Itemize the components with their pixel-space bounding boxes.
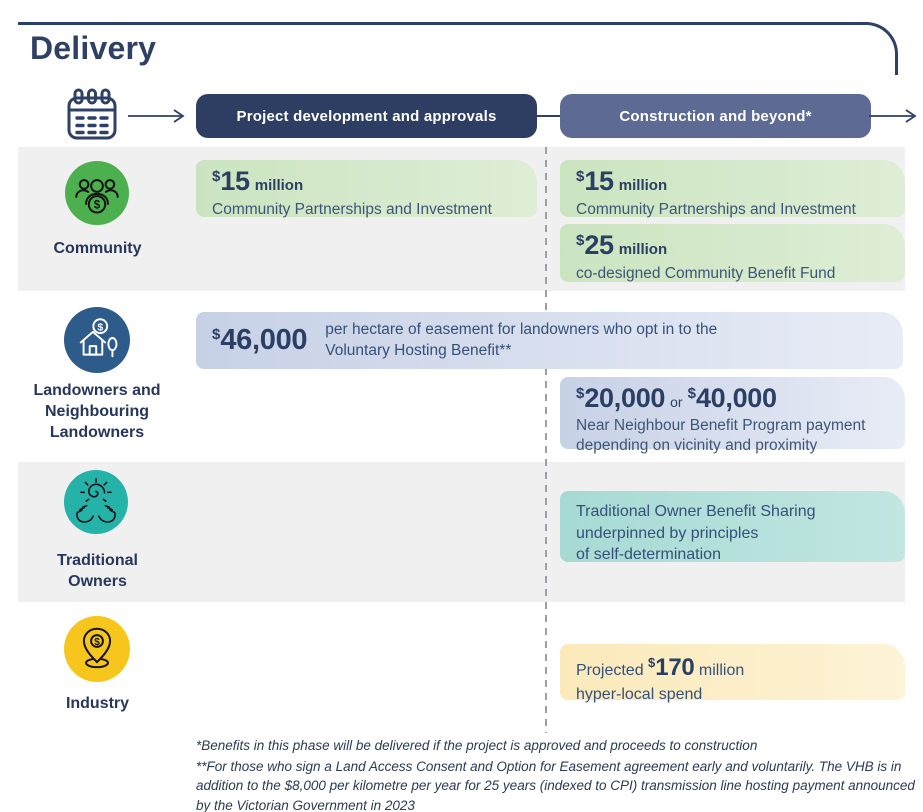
community-con2-desc: co-designed Community Benefit Fund (576, 264, 836, 282)
industry-icon: $ (64, 616, 130, 682)
svg-text:$: $ (97, 321, 103, 333)
industry-row-label: Industry (65, 695, 130, 712)
community-dev-card: $15 million Community Partnerships and In… (196, 160, 537, 218)
traditional-owners-icon (64, 470, 128, 534)
community-con-card-2: $25 million co-designed Community Benefit… (560, 224, 905, 282)
traditional-benefit-card: Traditional Owner Benefit Sharing underp… (560, 491, 905, 563)
landowners-icon: $ (64, 307, 130, 373)
traditional-card-line-3: of self-determination (576, 546, 721, 564)
vhb-desc: per hectare of easement for landowners w… (325, 320, 718, 359)
voluntary-hosting-benefit-card: $46,000 per hectare of easement for land… (196, 312, 903, 369)
industry-card-line-2: hyper-local spend (576, 686, 703, 704)
traditional-row-label: Traditional Owners (57, 552, 138, 590)
nnb-desc-1: Near Neighbour Benefit Program payment (576, 416, 866, 434)
footnotes: *Benefits in this phase will be delivere… (196, 736, 920, 812)
arrow-right-icon (128, 109, 185, 123)
phase1-label: Project development and approvals (236, 107, 497, 125)
phase2-header-pill: Construction and beyond* (560, 94, 871, 138)
community-con1-desc: Community Partnerships and Investment (576, 200, 856, 218)
community-dev-amount: $15 million (212, 166, 304, 196)
arrow-continuing-icon (869, 109, 917, 123)
traditional-card-line-1: Traditional Owner Benefit Sharing (576, 503, 816, 520)
industry-spend-card: Projected $170 million hyper-local spend (560, 644, 905, 703)
near-neighbour-benefit-card: $20,000 or $40,000 Near Neighbour Benefit … (560, 377, 905, 454)
community-con2-amount: $25 million (576, 230, 668, 260)
svg-text:$: $ (94, 199, 101, 212)
page-title: Delivery (30, 30, 157, 66)
svg-text:$: $ (94, 637, 100, 648)
nnb-desc-2: depending on vicinity and proximity (576, 436, 818, 454)
calendar-icon (67, 88, 117, 140)
community-icon: $ (65, 161, 129, 225)
community-con-card-1: $15 million Community Partnerships and In… (560, 160, 905, 218)
community-con1-amount: $15 million (576, 166, 668, 196)
community-dev-desc: Community Partnerships and Investment (212, 200, 492, 218)
footnote-2: **For those who sign a Land Access Conse… (196, 758, 915, 812)
landowners-row-label: Landowners and Neighbouring Landowners (33, 382, 161, 441)
community-row-label: Community (53, 240, 142, 257)
phase1-header-pill: Project development and approvals (196, 94, 537, 138)
phase2-label: Construction and beyond* (619, 107, 812, 125)
phase-connector-line (536, 115, 561, 117)
footnote-1: *Benefits in this phase will be delivere… (196, 738, 758, 753)
top-border-line (18, 22, 898, 75)
traditional-card-line-2: underpinned by principles (576, 524, 759, 542)
column-divider-dashed-line (545, 147, 547, 733)
industry-card-line-1: Projected $170 million (576, 654, 745, 681)
nnb-amounts: $20,000 or $40,000 (576, 383, 777, 413)
vhb-amount: $46,000 (212, 323, 308, 356)
